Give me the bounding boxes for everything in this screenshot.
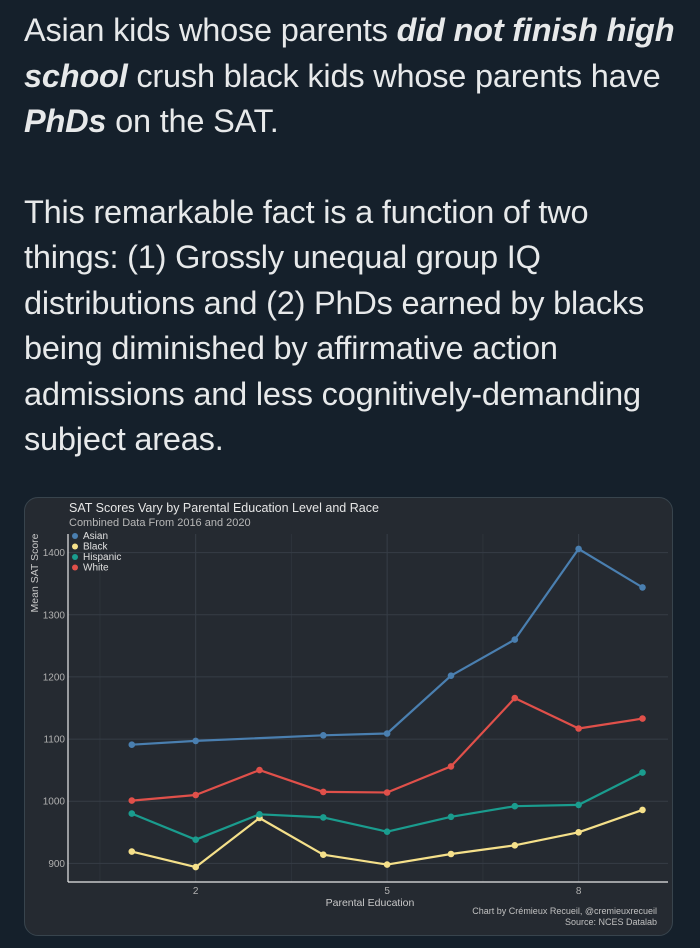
data-point-hispanic (575, 801, 582, 809)
legend-label-black: Black (83, 542, 108, 553)
data-point-asian (383, 730, 391, 737)
tweet-text-part: crush black kids whose parents have (127, 57, 661, 94)
data-point-asian (447, 672, 455, 679)
y-tick-label: 1400 (43, 548, 66, 559)
tweet-emphasis: PhDs (24, 103, 107, 139)
data-point-black (511, 842, 519, 849)
y-tick-label: 1300 (43, 610, 66, 621)
data-point-asian (320, 732, 327, 739)
line-chart: SAT Scores Vary by Parental Education Le… (29, 501, 668, 927)
x-axis-label: Parental Education (326, 897, 415, 909)
data-point-black (639, 806, 646, 814)
data-point-hispanic (128, 810, 136, 817)
legend-swatch-hispanic (72, 554, 78, 560)
data-point-white (128, 797, 136, 804)
legend-label-hispanic: Hispanic (83, 552, 121, 563)
data-point-white (447, 763, 455, 770)
data-point-white (575, 725, 582, 732)
tweet-text-part: on the SAT. (106, 103, 279, 139)
axes: 2 5 8 900 1000 1100 1200 1300 1400 (43, 534, 668, 897)
chart-subtitle: Combined Data From 2016 and 2020 (69, 517, 251, 529)
data-point-hispanic (639, 769, 646, 776)
legend-swatch-black (72, 543, 78, 550)
legend-swatch-white (72, 564, 78, 571)
data-point-asian (575, 545, 582, 553)
tweet-paragraph-1: Asian kids whose parents did not finish … (24, 8, 684, 145)
y-tick-label: 1000 (43, 797, 66, 808)
data-point-white (192, 791, 199, 799)
x-tick-label: 2 (193, 886, 199, 897)
data-point-asian (511, 636, 519, 643)
data-point-white (511, 694, 519, 702)
data-point-white (256, 766, 263, 774)
chart-title: SAT Scores Vary by Parental Education Le… (69, 501, 379, 515)
data-point-white (639, 715, 646, 722)
series-line-asian (131, 547, 644, 746)
data-point-black (128, 848, 136, 855)
data-point-black (447, 850, 455, 858)
y-tick-label: 1100 (43, 735, 65, 746)
tweet-text: Asian kids whose parents did not finish … (24, 8, 684, 463)
data-point-black (383, 861, 391, 868)
data-point-black (575, 829, 582, 836)
series-layer (128, 545, 646, 871)
y-axis-label: Mean SAT Score (29, 533, 41, 612)
chart-image-card[interactable]: SAT Scores Vary by Parental Education Le… (24, 497, 673, 936)
legend-swatch-asian (72, 533, 78, 539)
data-point-asian (192, 737, 199, 745)
data-point-black (320, 851, 327, 858)
data-point-black (192, 863, 199, 871)
tweet-emphasis: did not finish high school (24, 12, 675, 94)
data-point-white (383, 789, 391, 796)
data-point-white (320, 788, 327, 796)
tweet-text-part: Asian kids whose parents (24, 12, 397, 48)
x-tick-label: 8 (576, 886, 582, 897)
chart-caption: Chart by Crémieux Recueil, @cremieuxrecu… (472, 906, 657, 916)
data-point-hispanic (511, 802, 519, 810)
data-point-hispanic (447, 813, 455, 821)
data-point-asian (639, 584, 646, 591)
tweet-paragraph-2: This remarkable fact is a function of tw… (24, 193, 645, 458)
legend-label-asian: Asian (83, 531, 108, 542)
data-point-hispanic (256, 811, 263, 818)
y-tick-label: 1200 (43, 672, 66, 683)
data-point-hispanic (383, 828, 391, 835)
x-tick-label: 5 (384, 886, 390, 897)
legend-label-white: White (83, 563, 109, 574)
y-tick-label: 900 (48, 859, 65, 870)
grid (68, 534, 668, 882)
data-point-hispanic (320, 814, 327, 821)
data-point-hispanic (192, 836, 199, 843)
data-point-asian (128, 741, 136, 748)
chart-source: Source: NCES Datalab (565, 917, 657, 927)
